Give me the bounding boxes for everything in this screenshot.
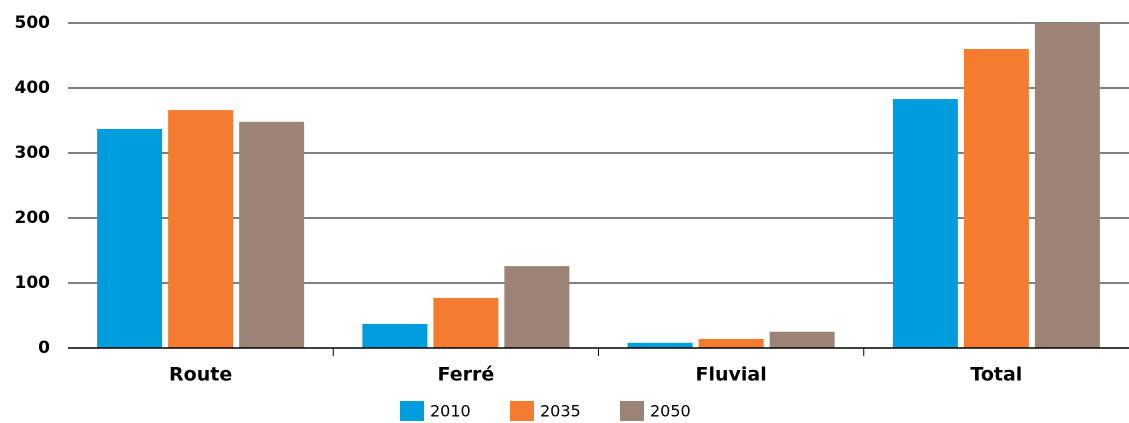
y-tick-label: 400 xyxy=(15,78,51,98)
legend-swatch xyxy=(400,401,424,421)
bar xyxy=(168,110,234,348)
bar xyxy=(769,331,835,348)
y-tick-label: 300 xyxy=(15,143,51,163)
legend-label: 2035 xyxy=(540,402,581,421)
y-tick-label: 500 xyxy=(15,13,51,33)
y-tick-label: 0 xyxy=(38,338,50,358)
bar xyxy=(627,342,693,348)
y-tick-label: 200 xyxy=(15,208,51,228)
bar xyxy=(239,121,305,348)
x-tick-label: Total xyxy=(970,364,1022,386)
legend-label: 2050 xyxy=(650,402,691,421)
bar xyxy=(433,297,499,348)
x-tick-label: Ferré xyxy=(438,364,495,386)
bar xyxy=(1034,23,1100,348)
bar xyxy=(892,99,958,348)
bar xyxy=(504,266,570,348)
x-tick-label: Route xyxy=(169,364,232,386)
bar xyxy=(963,49,1029,348)
bar xyxy=(698,338,764,348)
legend-label: 2010 xyxy=(430,402,471,421)
bar xyxy=(97,128,163,348)
y-tick-label: 100 xyxy=(15,273,51,293)
legend-swatch xyxy=(620,401,644,421)
legend-swatch xyxy=(510,401,534,421)
bar xyxy=(362,323,428,348)
x-tick-label: Fluvial xyxy=(696,364,767,386)
